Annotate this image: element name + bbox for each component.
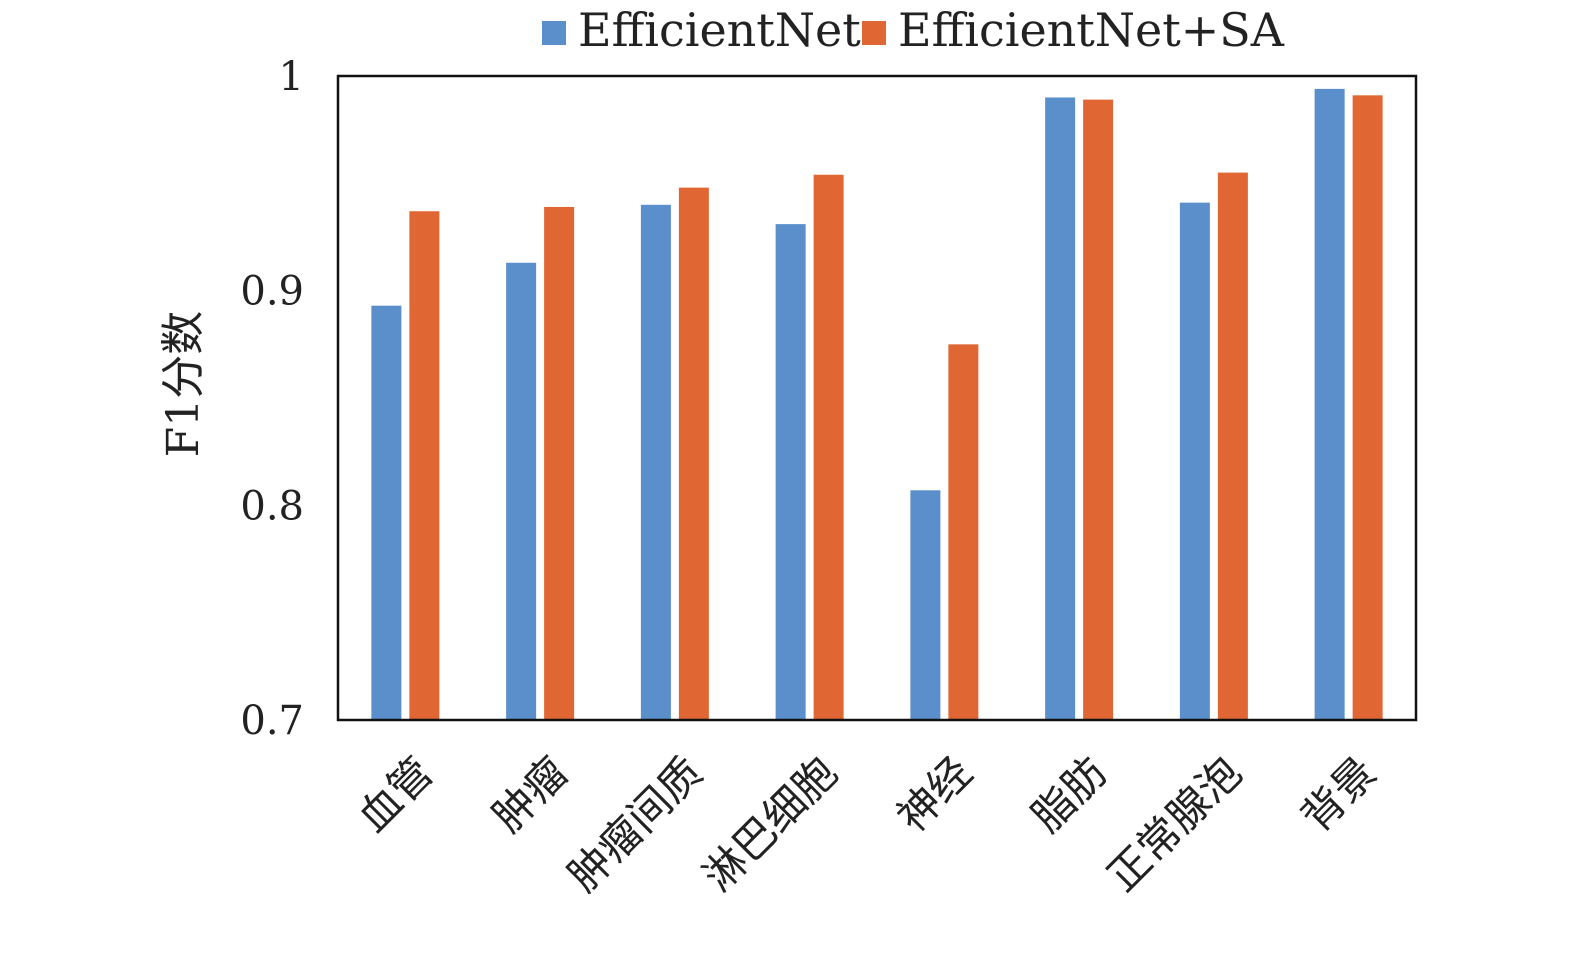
y-tick-label: 0.8 (240, 483, 304, 529)
bar-efficientnet-sa (678, 187, 709, 721)
y-tick-label: 0.7 (240, 698, 304, 744)
x-category-label: 背景 (1292, 747, 1386, 841)
bar-efficientnet-sa (1083, 99, 1114, 720)
bar-efficientnet (775, 224, 806, 720)
bar-efficientnet-sa (813, 174, 844, 720)
legend: EfficientNet EfficientNet+SA (542, 3, 1285, 57)
legend-swatch-efficientnet (542, 21, 566, 45)
bar-efficientnet-sa (1352, 95, 1383, 720)
legend-swatch-efficientnet-sa (862, 21, 886, 45)
x-category-label: 肿瘤间质 (558, 747, 711, 900)
bar-efficientnet (371, 305, 402, 720)
x-category-label: 淋巴细胞 (693, 747, 846, 900)
y-axis-title: F1分数 (158, 311, 209, 458)
y-axis-ticks: 0.7 0.8 0.9 1 (240, 54, 304, 744)
bar-efficientnet (640, 204, 671, 721)
x-category-label: 血管 (348, 747, 442, 841)
y-tick-label: 1 (279, 54, 304, 100)
bar-efficientnet (1179, 202, 1210, 721)
bar-efficientnet-sa (544, 206, 575, 721)
x-category-label: 神经 (887, 747, 981, 841)
y-tick-label: 0.9 (240, 269, 304, 315)
legend-label-efficientnet-sa: EfficientNet+SA (898, 3, 1285, 57)
plot-area-frame (336, 74, 1418, 722)
bar-efficientnet-sa (409, 211, 440, 721)
bars-group (371, 88, 1383, 721)
bar-efficientnet-sa (948, 344, 979, 720)
x-category-label: 正常腺泡 (1097, 747, 1250, 900)
bar-efficientnet (1314, 88, 1345, 720)
bar-efficientnet (506, 262, 537, 720)
bar-efficientnet (1045, 97, 1076, 720)
x-category-label: 肿瘤 (483, 747, 577, 841)
x-category-label: 脂肪 (1022, 747, 1116, 841)
legend-label-efficientnet: EfficientNet (578, 3, 861, 57)
bar-efficientnet-sa (1217, 172, 1248, 721)
bar-efficientnet (910, 490, 941, 720)
